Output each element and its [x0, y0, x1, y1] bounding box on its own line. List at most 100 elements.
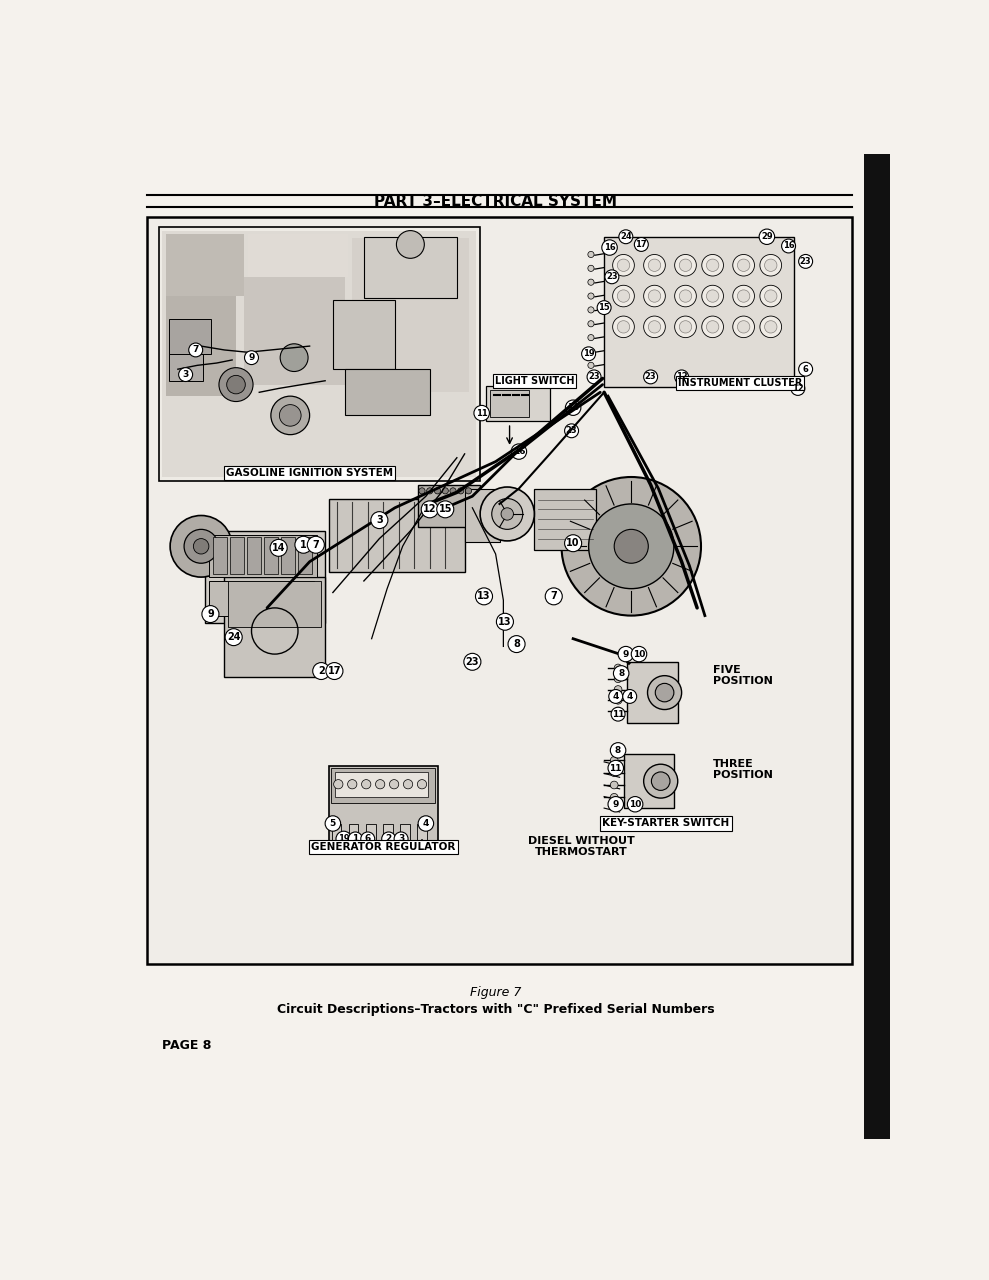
Bar	[366, 823, 376, 841]
Circle shape	[587, 362, 594, 369]
Text: Circuit Descriptions–Tractors with "C" Prefixed Serial Numbers: Circuit Descriptions–Tractors with "C" P…	[277, 1004, 714, 1016]
Text: 2: 2	[386, 835, 392, 844]
Circle shape	[333, 780, 343, 788]
Circle shape	[587, 279, 594, 285]
Text: 6: 6	[365, 835, 371, 844]
Circle shape	[679, 321, 691, 333]
Circle shape	[608, 760, 623, 776]
Circle shape	[308, 536, 324, 553]
Circle shape	[614, 696, 622, 704]
Circle shape	[587, 265, 594, 271]
Text: 3: 3	[183, 370, 189, 379]
Circle shape	[417, 780, 426, 788]
Circle shape	[361, 832, 375, 846]
Circle shape	[674, 285, 696, 307]
Circle shape	[679, 289, 691, 302]
Circle shape	[702, 316, 724, 338]
Circle shape	[614, 686, 622, 694]
Circle shape	[760, 255, 781, 276]
Circle shape	[674, 370, 688, 384]
Text: 13: 13	[498, 617, 511, 627]
Circle shape	[610, 794, 618, 801]
Circle shape	[791, 381, 805, 396]
Bar	[333, 300, 395, 369]
Circle shape	[609, 690, 623, 704]
Circle shape	[587, 334, 594, 340]
Circle shape	[781, 239, 795, 253]
Circle shape	[760, 229, 774, 244]
Circle shape	[587, 321, 594, 326]
Circle shape	[614, 708, 622, 716]
Bar	[332, 823, 341, 841]
Circle shape	[437, 500, 454, 518]
Bar	[298, 538, 312, 573]
Circle shape	[466, 488, 472, 494]
Text: 12: 12	[792, 384, 804, 393]
Circle shape	[679, 259, 691, 271]
Circle shape	[325, 815, 340, 831]
Text: 17: 17	[327, 666, 341, 676]
Circle shape	[644, 255, 666, 276]
Text: 23: 23	[606, 273, 618, 282]
Circle shape	[702, 255, 724, 276]
Text: 6: 6	[803, 365, 809, 374]
Circle shape	[271, 396, 310, 435]
Text: 14: 14	[272, 543, 286, 553]
Text: 1: 1	[300, 540, 307, 550]
Bar	[331, 768, 435, 803]
Text: 13: 13	[478, 591, 491, 602]
Bar	[213, 538, 226, 573]
Circle shape	[202, 605, 219, 622]
Bar	[168, 319, 212, 353]
Circle shape	[627, 796, 643, 812]
Circle shape	[644, 285, 666, 307]
Text: 9: 9	[623, 649, 629, 659]
Circle shape	[588, 504, 674, 589]
Bar	[205, 531, 325, 623]
Text: 23: 23	[588, 372, 600, 381]
Text: 23: 23	[645, 372, 657, 381]
Circle shape	[764, 321, 777, 333]
Text: 12: 12	[423, 504, 436, 515]
Circle shape	[450, 488, 456, 494]
Circle shape	[587, 307, 594, 314]
Bar	[329, 498, 465, 572]
Circle shape	[644, 316, 666, 338]
Text: DIESEL WITHOUT
THERMOSTART: DIESEL WITHOUT THERMOSTART	[527, 836, 634, 858]
Circle shape	[706, 259, 719, 271]
Circle shape	[348, 832, 362, 846]
Circle shape	[623, 690, 637, 704]
Circle shape	[442, 488, 448, 494]
Bar	[166, 296, 236, 396]
Circle shape	[617, 321, 630, 333]
Circle shape	[799, 362, 813, 376]
Circle shape	[612, 316, 634, 338]
Bar	[166, 234, 243, 296]
Text: 10: 10	[629, 800, 641, 809]
Circle shape	[631, 646, 647, 662]
Text: 9: 9	[612, 800, 619, 809]
Bar	[209, 581, 314, 616]
Circle shape	[649, 289, 661, 302]
Bar	[627, 662, 677, 723]
Circle shape	[474, 406, 490, 421]
Circle shape	[382, 832, 396, 846]
Bar	[623, 754, 674, 808]
Circle shape	[244, 351, 258, 365]
Circle shape	[371, 512, 388, 529]
Circle shape	[376, 780, 385, 788]
Circle shape	[313, 663, 329, 680]
Circle shape	[189, 343, 203, 357]
Bar	[344, 369, 430, 416]
Circle shape	[656, 684, 674, 701]
Text: 24: 24	[226, 632, 240, 643]
Circle shape	[612, 285, 634, 307]
Text: LIGHT SWITCH: LIGHT SWITCH	[494, 376, 575, 385]
Circle shape	[617, 289, 630, 302]
Circle shape	[618, 646, 634, 662]
Circle shape	[613, 666, 629, 681]
Bar	[417, 823, 426, 841]
Text: PAGE 8: PAGE 8	[162, 1039, 212, 1052]
Text: 16: 16	[782, 242, 794, 251]
Circle shape	[501, 508, 513, 520]
